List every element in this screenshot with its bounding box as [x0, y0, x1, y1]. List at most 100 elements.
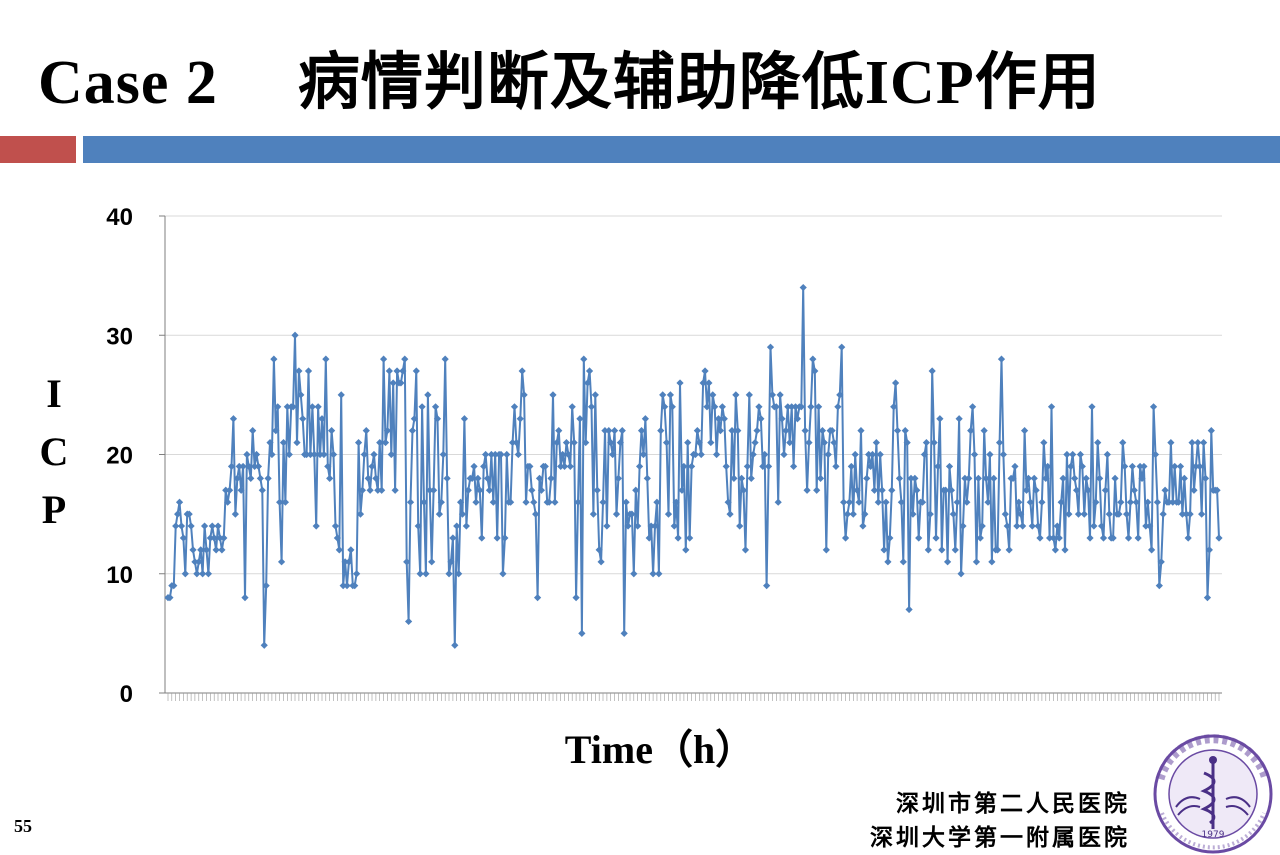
- data-point: [1101, 486, 1110, 494]
- data-point: [501, 534, 509, 542]
- data-point: [320, 450, 328, 459]
- data-point: [458, 510, 467, 518]
- data-point: [508, 438, 517, 447]
- data-point: [391, 486, 399, 494]
- data-point: [868, 450, 877, 459]
- data-point: [816, 474, 825, 482]
- y-axis-label-char: P: [41, 487, 67, 532]
- data-point: [435, 510, 444, 518]
- data-point: [866, 462, 875, 471]
- data-point: [840, 498, 848, 506]
- data-point: [193, 570, 201, 578]
- data-point: [741, 546, 750, 554]
- data-point: [1188, 438, 1196, 447]
- data-point: [187, 522, 195, 530]
- data-point: [1063, 450, 1071, 459]
- data-point: [582, 438, 590, 447]
- data-point: [555, 427, 563, 435]
- data-point: [680, 462, 688, 471]
- data-point: [743, 462, 751, 471]
- data-point: [620, 629, 628, 637]
- data-point: [997, 355, 1006, 363]
- data-point: [739, 486, 748, 494]
- data-point: [843, 510, 852, 518]
- data-point: [428, 558, 436, 566]
- logo-year: 1979: [1202, 830, 1225, 840]
- hospital-seal-caduceus-icon: 1979: [1153, 734, 1273, 854]
- data-point: [1182, 510, 1190, 518]
- data-point: [661, 403, 669, 411]
- data-point: [216, 534, 224, 542]
- data-point: [1213, 486, 1221, 494]
- data-point: [607, 438, 615, 447]
- data-point: [235, 462, 243, 471]
- data-point: [1078, 462, 1086, 471]
- data-point: [978, 522, 986, 530]
- data-point: [730, 474, 738, 482]
- data-point: [455, 570, 463, 578]
- data-point: [224, 498, 232, 506]
- data-point: [474, 474, 482, 482]
- data-point: [237, 486, 245, 494]
- data-point: [175, 498, 184, 506]
- data-point: [911, 474, 919, 482]
- data-point: [687, 462, 696, 471]
- data-point: [1090, 522, 1098, 530]
- data-point: [322, 355, 330, 363]
- data-point: [456, 498, 465, 506]
- data-point: [1034, 522, 1042, 530]
- data-point: [347, 546, 355, 554]
- data-point: [179, 534, 187, 542]
- data-point: [845, 498, 854, 506]
- data-point: [1017, 510, 1025, 518]
- data-point: [227, 462, 236, 471]
- data-point: [969, 403, 977, 411]
- data-point: [414, 522, 422, 530]
- data-point: [1071, 474, 1079, 482]
- data-point: [1111, 474, 1119, 482]
- data-point: [809, 355, 817, 363]
- data-point: [1011, 462, 1019, 471]
- data-point: [387, 450, 395, 459]
- y-axis-label-char: I: [46, 371, 62, 416]
- data-point: [1059, 474, 1067, 482]
- data-point: [522, 498, 530, 506]
- data-point: [1072, 486, 1081, 494]
- data-point: [759, 462, 767, 471]
- data-point: [302, 450, 311, 459]
- data-point: [195, 558, 203, 566]
- data-point: [256, 474, 264, 482]
- data-point: [247, 474, 255, 482]
- data-point: [922, 438, 931, 447]
- data-point: [865, 450, 873, 459]
- data-point: [1132, 498, 1140, 506]
- data-point: [389, 379, 397, 387]
- data-point: [780, 450, 788, 459]
- data-point: [645, 534, 653, 542]
- data-point: [591, 391, 599, 399]
- data-point: [264, 474, 272, 482]
- data-point: [258, 486, 266, 494]
- data-point: [1040, 438, 1048, 447]
- data-point: [185, 510, 193, 518]
- data-point: [532, 510, 540, 518]
- data-point: [726, 510, 734, 518]
- data-point: [378, 486, 386, 494]
- data-point: [657, 427, 665, 435]
- data-point: [870, 486, 879, 494]
- data-point: [1080, 510, 1088, 518]
- data-point: [470, 462, 478, 471]
- data-point: [231, 510, 239, 518]
- y-tick-label: 0: [120, 681, 133, 708]
- data-point: [225, 486, 234, 494]
- data-point: [616, 438, 624, 447]
- data-point: [1128, 462, 1136, 471]
- data-point: [408, 427, 417, 435]
- data-point: [614, 474, 623, 482]
- data-point: [1207, 427, 1215, 435]
- data-point: [376, 438, 384, 447]
- data-point: [791, 403, 800, 411]
- data-point: [351, 582, 359, 590]
- data-point: [266, 438, 274, 447]
